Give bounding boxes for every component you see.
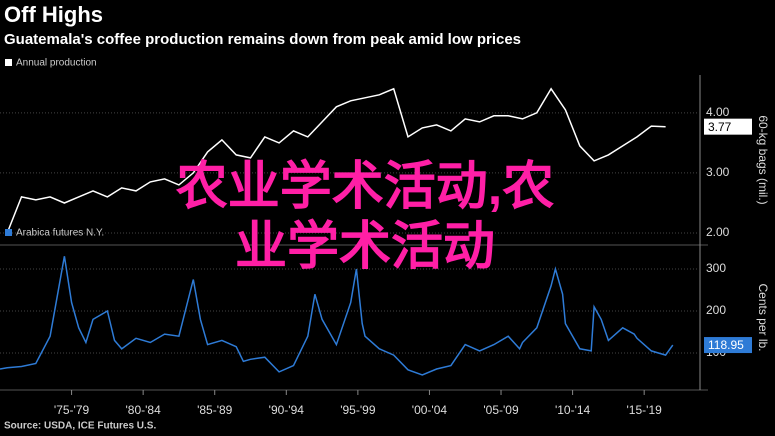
y-axis-label: Cents per lb. (756, 283, 770, 351)
legend-swatch (5, 59, 12, 66)
series-line (6, 87, 666, 234)
x-tick-label: '10-'14 (555, 403, 591, 417)
chart-title: Off Highs (4, 2, 103, 27)
value-label-box (704, 337, 752, 354)
y-tick-label: 300 (706, 261, 726, 275)
y-tick-label: 200 (706, 303, 726, 317)
x-tick-label: '15-'19 (627, 403, 663, 417)
value-label: 118.95 (708, 338, 744, 352)
y-axis-label: 60-kg bags (mil.) (756, 115, 770, 204)
series-line (0, 256, 674, 376)
overlay-text: 农业学术活动,农业学术活动 (176, 158, 554, 276)
source: Source: USDA, ICE Futures U.S. (4, 421, 156, 432)
y-tick-label: 4.00 (706, 105, 730, 119)
x-tick-label: '75-'79 (54, 403, 90, 417)
x-tick-label: '85-'89 (197, 403, 233, 417)
x-tick-label: '80-'84 (126, 403, 162, 417)
legend-label: Annual production (16, 58, 97, 69)
y-tick-label: 3.00 (706, 165, 730, 179)
chart-subtitle: Guatemala's coffee production remains do… (4, 31, 521, 48)
value-label-box (704, 118, 752, 135)
overlay-line: 农业学术活动,农 (176, 158, 554, 216)
x-tick-label: '90-'94 (269, 403, 305, 417)
overlay-line: 业学术活动 (235, 218, 495, 276)
legend-label: Arabica futures N.Y. (16, 228, 104, 239)
y-tick-label: 2.00 (706, 225, 730, 239)
x-tick-label: '05-'09 (483, 403, 519, 417)
value-label: 3.77 (708, 120, 732, 134)
x-tick-label: '00-'04 (412, 403, 448, 417)
x-tick-label: '95-'99 (340, 403, 376, 417)
legend-swatch (5, 229, 12, 236)
